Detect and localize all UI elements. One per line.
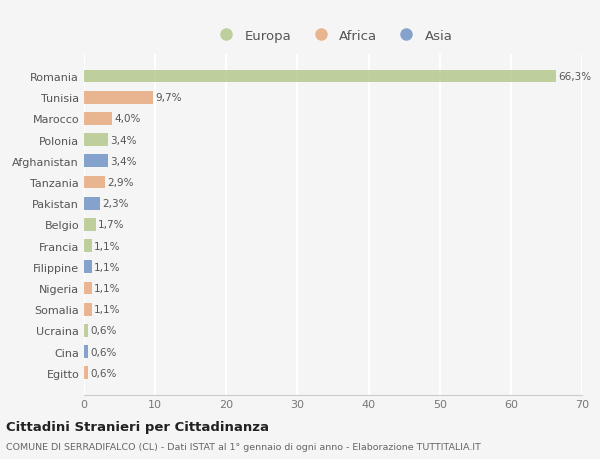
Text: 2,9%: 2,9% <box>107 178 133 188</box>
Bar <box>84 346 88 358</box>
Text: 0,6%: 0,6% <box>91 368 117 378</box>
Text: 1,1%: 1,1% <box>94 304 121 314</box>
Text: 1,1%: 1,1% <box>94 241 121 251</box>
Bar <box>84 325 88 337</box>
Text: 4,0%: 4,0% <box>115 114 141 124</box>
Text: 1,1%: 1,1% <box>94 283 121 293</box>
Bar <box>84 240 92 252</box>
Text: 0,6%: 0,6% <box>91 326 117 336</box>
Bar <box>84 155 108 168</box>
Text: Cittadini Stranieri per Cittadinanza: Cittadini Stranieri per Cittadinanza <box>6 420 269 434</box>
Text: COMUNE DI SERRADIFALCO (CL) - Dati ISTAT al 1° gennaio di ogni anno - Elaborazio: COMUNE DI SERRADIFALCO (CL) - Dati ISTAT… <box>6 442 481 451</box>
Bar <box>84 134 108 147</box>
Bar <box>84 197 100 210</box>
Bar <box>84 282 92 295</box>
Bar <box>84 218 96 231</box>
Text: 1,7%: 1,7% <box>98 220 125 230</box>
Text: 2,3%: 2,3% <box>103 199 129 209</box>
Bar <box>84 303 92 316</box>
Bar <box>84 261 92 274</box>
Legend: Europa, Africa, Asia: Europa, Africa, Asia <box>208 24 458 48</box>
Text: 0,6%: 0,6% <box>91 347 117 357</box>
Text: 3,4%: 3,4% <box>110 135 137 146</box>
Bar <box>84 176 104 189</box>
Bar <box>84 92 153 104</box>
Text: 1,1%: 1,1% <box>94 262 121 272</box>
Bar <box>84 367 88 379</box>
Text: 9,7%: 9,7% <box>155 93 182 103</box>
Text: 3,4%: 3,4% <box>110 157 137 167</box>
Bar <box>84 71 556 83</box>
Bar <box>84 113 112 125</box>
Text: 66,3%: 66,3% <box>558 72 591 82</box>
